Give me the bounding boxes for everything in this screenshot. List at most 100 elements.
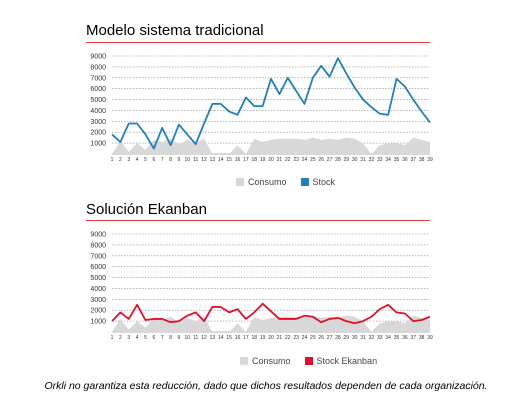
x-tick-label: 32 <box>369 335 375 341</box>
x-tick-label: 22 <box>285 157 291 163</box>
legend-item-consumo-2: Consumo <box>240 356 291 366</box>
x-tick-label: 11 <box>193 335 198 341</box>
x-tick-label: 33 <box>377 335 383 341</box>
x-tick-label: 17 <box>243 157 249 163</box>
x-tick-label: 31 <box>360 335 366 341</box>
x-tick-label: 6 <box>152 157 155 163</box>
x-tick-label: 19 <box>260 335 266 341</box>
x-tick-label: 16 <box>235 157 241 163</box>
series-consumo-area <box>112 137 430 154</box>
x-tick-label: 21 <box>277 157 283 163</box>
x-tick-label: 35 <box>394 335 400 341</box>
x-tick-label: 7 <box>161 335 164 341</box>
y-tick-label: 7000 <box>90 75 106 82</box>
chart-2-title-rule <box>86 220 430 221</box>
x-tick-label: 27 <box>327 335 333 341</box>
x-tick-label: 11 <box>193 157 198 163</box>
chart-1-legend: Consumo Stock <box>236 177 335 187</box>
legend-item-stock-ekanban: Stock Ekanban <box>304 356 378 366</box>
x-tick-label: 3 <box>127 335 130 341</box>
legend-label-consumo: Consumo <box>248 177 287 187</box>
y-tick-label: 7000 <box>90 253 106 260</box>
chart-2-title: Solución Ekanban <box>86 201 207 218</box>
x-tick-label: 37 <box>410 157 416 163</box>
series-consumo-area <box>112 315 430 332</box>
legend-label-stock: Stock <box>312 177 336 187</box>
x-tick-label: 2 <box>119 157 122 163</box>
x-tick-label: 24 <box>302 335 308 341</box>
y-tick-label: 6000 <box>90 86 106 93</box>
x-tick-label: 14 <box>218 335 224 341</box>
legend-swatch-consumo-2 <box>240 357 248 365</box>
legend-item-stock: Stock <box>300 177 336 187</box>
x-tick-label: 15 <box>226 335 232 341</box>
x-tick-label: 9 <box>178 157 181 163</box>
x-tick-label: 38 <box>419 157 425 163</box>
legend-label-consumo-2: Consumo <box>252 356 291 366</box>
x-tick-label: 19 <box>260 157 266 163</box>
x-tick-label: 25 <box>310 335 316 341</box>
y-tick-label: 6000 <box>90 264 106 271</box>
x-tick-label: 4 <box>136 335 139 341</box>
y-tick-label: 3000 <box>90 119 106 126</box>
x-tick-label: 14 <box>218 157 224 163</box>
x-tick-label: 27 <box>327 157 333 163</box>
x-tick-label: 20 <box>268 157 274 163</box>
x-tick-label: 20 <box>268 335 274 341</box>
x-tick-label: 24 <box>302 157 308 163</box>
x-tick-label: 8 <box>169 335 172 341</box>
y-tick-label: 5000 <box>90 275 106 282</box>
x-tick-label: 9 <box>178 335 181 341</box>
x-tick-label: 34 <box>385 157 391 163</box>
y-tick-label: 8000 <box>90 242 106 249</box>
series-stock-ekanban-line <box>111 302 431 325</box>
x-tick-label: 4 <box>136 157 139 163</box>
x-tick-label: 1 <box>111 335 114 341</box>
x-tick-label: 38 <box>419 335 425 341</box>
x-tick-label: 12 <box>201 157 207 163</box>
chart-1-title: Modelo sistema tradicional <box>86 22 264 39</box>
x-tick-label: 6 <box>152 335 155 341</box>
y-tick-label: 1000 <box>90 141 106 148</box>
y-tick-label: 4000 <box>90 108 106 115</box>
x-tick-label: 22 <box>285 335 291 341</box>
x-tick-label: 13 <box>210 157 216 163</box>
footnote: Orkli no garantiza esta reducción, dado … <box>44 380 488 392</box>
x-tick-label: 28 <box>335 335 341 341</box>
legend-swatch-stock <box>300 178 309 186</box>
x-tick-label: 36 <box>402 157 408 163</box>
x-tick-label: 39 <box>427 157 433 163</box>
x-tick-label: 33 <box>377 157 383 163</box>
x-tick-label: 2 <box>119 335 122 341</box>
x-tick-label: 12 <box>201 335 207 341</box>
x-tick-label: 30 <box>352 157 358 163</box>
x-tick-label: 29 <box>344 157 350 163</box>
y-tick-label: 9000 <box>90 232 106 239</box>
y-tick-label: 1000 <box>90 319 106 326</box>
x-tick-label: 16 <box>235 335 241 341</box>
x-tick-label: 15 <box>226 157 232 163</box>
chart-2-legend: Consumo Stock Ekanban <box>240 356 377 366</box>
y-tick-label: 5000 <box>90 97 106 104</box>
x-tick-label: 7 <box>161 157 164 163</box>
x-tick-label: 30 <box>352 335 358 341</box>
legend-swatch-consumo <box>236 178 244 186</box>
x-tick-label: 21 <box>277 335 283 341</box>
x-tick-label: 13 <box>210 335 216 341</box>
y-tick-label: 2000 <box>90 308 106 315</box>
series-stock-line <box>111 57 431 150</box>
x-tick-label: 17 <box>243 335 249 341</box>
x-tick-label: 37 <box>410 335 416 341</box>
chart-1-title-rule <box>86 42 430 43</box>
x-tick-label: 3 <box>127 157 130 163</box>
x-tick-label: 36 <box>402 335 408 341</box>
x-tick-label: 5 <box>144 335 147 341</box>
legend-label-stock-ekanban: Stock Ekanban <box>316 356 378 366</box>
x-tick-label: 8 <box>169 157 172 163</box>
y-tick-label: 3000 <box>90 297 106 304</box>
x-tick-label: 31 <box>360 157 366 163</box>
y-tick-label: 9000 <box>90 54 106 61</box>
x-tick-label: 29 <box>344 335 350 341</box>
x-tick-label: 1 <box>111 157 114 163</box>
y-tick-label: 4000 <box>90 286 106 293</box>
